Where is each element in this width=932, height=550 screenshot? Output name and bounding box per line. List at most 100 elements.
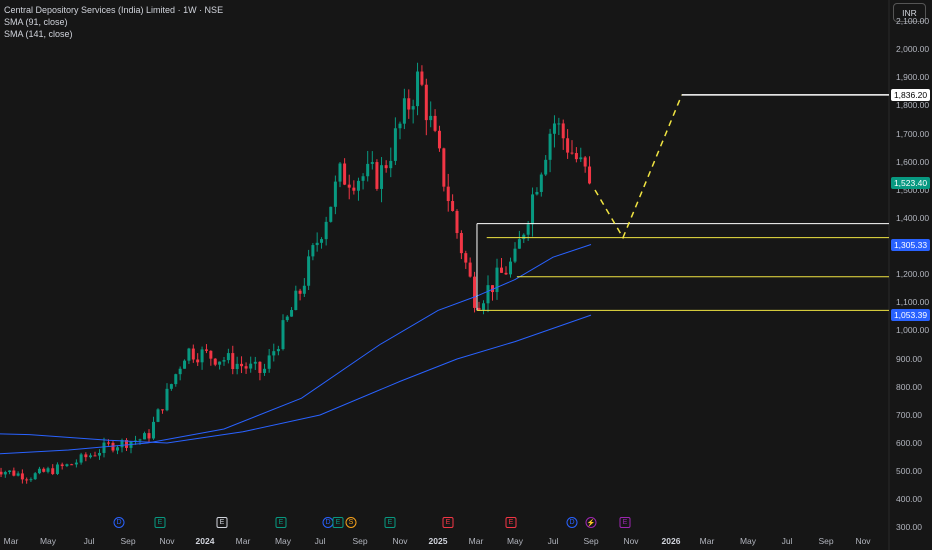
candle-body bbox=[366, 163, 370, 177]
candle-body bbox=[51, 468, 55, 474]
candle-body bbox=[437, 130, 441, 149]
candle-body bbox=[361, 176, 365, 181]
candle-body bbox=[200, 349, 204, 363]
y-tick-label: 600.00 bbox=[896, 438, 922, 448]
candle-body bbox=[455, 210, 459, 234]
news-event-marker[interactable]: ⚡ bbox=[585, 517, 597, 528]
earnings-event-marker[interactable]: E bbox=[332, 517, 344, 528]
candle-body bbox=[526, 224, 530, 235]
candle-body bbox=[411, 106, 415, 110]
candle-body bbox=[165, 388, 169, 411]
candle-body bbox=[244, 366, 248, 369]
candle-body bbox=[482, 303, 485, 310]
earnings-event-marker[interactable]: E bbox=[384, 517, 396, 528]
dividend-event-marker[interactable]: D bbox=[566, 517, 578, 528]
earnings-event-marker[interactable]: E bbox=[275, 517, 287, 528]
candle-body bbox=[579, 157, 583, 160]
candle-body bbox=[420, 71, 424, 85]
candle-body bbox=[459, 233, 463, 254]
candle-body bbox=[12, 470, 16, 476]
candle-body bbox=[552, 123, 556, 134]
y-tick-label: 400.00 bbox=[896, 494, 922, 504]
sma-91-line bbox=[0, 244, 592, 455]
x-tick-label: Sep bbox=[583, 536, 599, 546]
candle-body bbox=[347, 184, 351, 188]
candle-body bbox=[294, 290, 298, 311]
candle-body bbox=[213, 358, 217, 365]
candle-body bbox=[276, 349, 280, 352]
x-tick-label: Jul bbox=[314, 536, 326, 546]
x-tick-label: Mar bbox=[699, 536, 715, 546]
candle-body bbox=[102, 442, 106, 453]
x-tick-label: Mar bbox=[468, 536, 484, 546]
split-event-marker[interactable]: S bbox=[345, 517, 357, 528]
candle-body bbox=[320, 239, 324, 243]
candle-body bbox=[356, 180, 360, 191]
candle-body bbox=[169, 384, 173, 389]
y-tick-label: 300.00 bbox=[896, 522, 922, 532]
candle-body bbox=[174, 374, 178, 385]
x-tick-label: May bbox=[39, 536, 57, 546]
earnings-event-marker[interactable]: E bbox=[619, 517, 631, 528]
candle-body bbox=[561, 123, 565, 139]
candle-body bbox=[504, 272, 508, 275]
candle-body bbox=[8, 470, 12, 473]
candle-body bbox=[272, 351, 276, 356]
candle-body bbox=[156, 409, 160, 422]
candle-body bbox=[196, 359, 200, 363]
candle-body bbox=[98, 452, 101, 456]
candle-body bbox=[343, 163, 347, 185]
candle-body bbox=[65, 464, 69, 467]
x-tick-label: Mar bbox=[3, 536, 19, 546]
candle-body bbox=[539, 174, 543, 192]
candle-body bbox=[548, 133, 552, 160]
candle-body bbox=[416, 71, 420, 107]
price-axis-label: 1,305.33 bbox=[891, 238, 930, 251]
candle-body bbox=[375, 162, 379, 189]
candle-body bbox=[307, 256, 311, 286]
sma-91-label[interactable]: SMA (91, close) bbox=[4, 17, 68, 27]
candle-body bbox=[116, 447, 119, 451]
candlestick-series bbox=[0, 62, 592, 484]
earnings-event-marker[interactable]: E bbox=[505, 517, 517, 528]
candle-body bbox=[120, 440, 124, 448]
candle-body bbox=[89, 455, 92, 458]
candle-body bbox=[187, 348, 191, 361]
candle-body bbox=[311, 245, 315, 257]
candle-body bbox=[218, 361, 222, 365]
price-axis-label: 1,523.40 bbox=[891, 177, 930, 190]
earnings-event-marker[interactable]: E bbox=[442, 517, 454, 528]
candle-body bbox=[333, 181, 337, 207]
sma-141-label[interactable]: SMA (141, close) bbox=[4, 29, 73, 39]
candle-body bbox=[468, 262, 472, 277]
y-tick-label: 2,000.00 bbox=[896, 44, 930, 54]
candle-body bbox=[380, 165, 384, 189]
y-tick-label: 500.00 bbox=[896, 466, 922, 476]
candle-body bbox=[33, 473, 37, 480]
currency-button[interactable]: INR bbox=[893, 3, 926, 22]
candle-body bbox=[16, 473, 20, 476]
candle-body bbox=[143, 433, 146, 440]
candle-body bbox=[500, 267, 503, 273]
drawings bbox=[476, 94, 889, 311]
x-tick-label: Sep bbox=[120, 536, 136, 546]
candle-body bbox=[226, 353, 230, 361]
symbol-title[interactable]: Central Depository Services (India) Limi… bbox=[4, 5, 224, 15]
y-tick-label: 800.00 bbox=[896, 382, 922, 392]
candle-body bbox=[298, 290, 302, 294]
candle-body bbox=[60, 464, 64, 467]
y-tick-label: 1,500.00 bbox=[896, 185, 930, 195]
earnings-event-marker[interactable]: E bbox=[216, 517, 228, 528]
candle-body bbox=[302, 285, 306, 294]
candle-body bbox=[138, 439, 142, 441]
earnings-event-marker[interactable]: E bbox=[154, 517, 166, 528]
candle-body bbox=[517, 239, 521, 249]
candle-body bbox=[3, 472, 7, 475]
candle-body bbox=[29, 479, 33, 481]
candle-body bbox=[531, 194, 535, 225]
candle-body bbox=[84, 454, 88, 458]
x-tick-label: Jul bbox=[547, 536, 559, 546]
price-axis-label: 1,836.20 bbox=[891, 88, 930, 101]
dividend-event-marker[interactable]: D bbox=[113, 517, 125, 528]
